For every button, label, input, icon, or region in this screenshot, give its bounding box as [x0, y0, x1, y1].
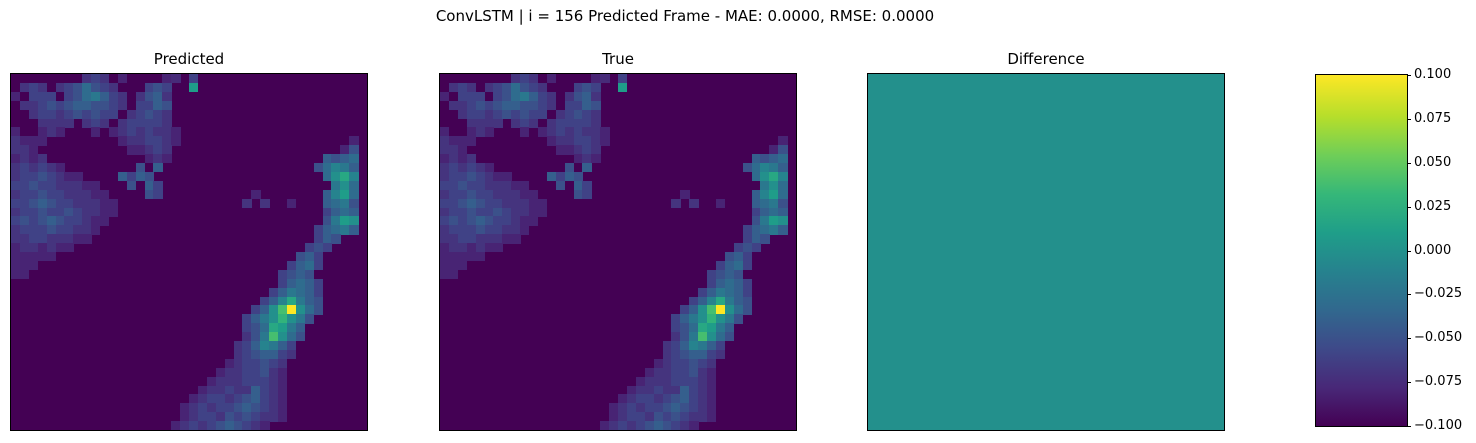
panel-title-predicted: Predicted [10, 50, 368, 68]
heatmap-cell [752, 243, 761, 252]
heatmap-cell [449, 270, 458, 279]
heatmap-cell [529, 216, 538, 225]
heatmap-cell [153, 163, 162, 172]
heatmap-cell [100, 216, 109, 225]
colorbar-tick-mark [1407, 119, 1411, 120]
colorbar-tick-label: 0.000 [1414, 244, 1451, 258]
heatmap-cell [331, 234, 340, 243]
heatmap-cell [278, 412, 287, 421]
heatmap-cell [689, 199, 698, 208]
heatmap-cell [349, 225, 358, 234]
heatmap-cell [743, 261, 752, 270]
heatmap-cell [600, 74, 609, 83]
heatmap-cell [582, 163, 591, 172]
panel-title-true: True [439, 50, 797, 68]
colorbar-tick-label: 0.075 [1414, 112, 1451, 126]
heatmap-cell [582, 190, 591, 199]
heatmap-cell [56, 127, 65, 136]
heatmap-cell [171, 136, 180, 145]
heatmap-cell [242, 199, 251, 208]
heatmap-cell [520, 225, 529, 234]
heatmap-cell [600, 136, 609, 145]
heatmap-predicted [10, 73, 368, 431]
heatmap-cell [493, 243, 502, 252]
heatmap-cell [314, 305, 323, 314]
heatmap-cell [314, 261, 323, 270]
heatmap-cell [323, 243, 332, 252]
heatmap-cell [734, 314, 743, 323]
heatmap-true [439, 73, 797, 431]
heatmap-cell [671, 199, 680, 208]
heatmap-cell [716, 199, 725, 208]
colorbar-tick-mark [1407, 338, 1411, 339]
colorbar-tick-label: −0.050 [1414, 331, 1462, 345]
heatmap-cell [547, 74, 556, 83]
colorbar-tick-label: −0.100 [1414, 419, 1462, 433]
heatmap-cell [760, 234, 769, 243]
heatmap-cell [618, 83, 627, 92]
heatmap-cell [716, 350, 725, 359]
heatmap-cell [82, 234, 91, 243]
heatmap-cell [556, 181, 565, 190]
colorbar-tick-mark [1407, 382, 1411, 383]
heatmap-cell [38, 136, 47, 145]
heatmap-cell [305, 314, 314, 323]
heatmap-cell [20, 270, 29, 279]
colorbar-tick-mark [1407, 163, 1411, 164]
colorbar-tick-mark [1407, 75, 1411, 76]
heatmap-cell [189, 83, 198, 92]
heatmap-difference [867, 73, 1225, 431]
colorbar-tick-label: 0.100 [1414, 68, 1451, 82]
heatmap-cell [91, 127, 100, 136]
heatmap-cell [64, 243, 73, 252]
heatmap-cell [296, 332, 305, 341]
heatmap-cell [153, 190, 162, 199]
colorbar [1315, 74, 1408, 427]
heatmap-cell [743, 305, 752, 314]
heatmap-cell [520, 127, 529, 136]
heatmap-cell [260, 199, 269, 208]
colorbar-tick-mark [1407, 251, 1411, 252]
colorbar-tick-mark [1407, 426, 1411, 427]
heatmap-cell [118, 74, 127, 83]
colorbar-tick-label: 0.025 [1414, 200, 1451, 214]
heatmap-cell [485, 127, 494, 136]
heatmap-cell [538, 208, 547, 217]
heatmap-cell [591, 154, 600, 163]
heatmap-cell [162, 154, 171, 163]
heatmap-cell [689, 421, 698, 430]
colorbar-tick-label: 0.050 [1414, 156, 1451, 170]
heatmap-cell [493, 119, 502, 128]
heatmap-cell [778, 225, 787, 234]
colorbar-tick-mark [1407, 294, 1411, 295]
colorbar-tick-label: −0.025 [1414, 287, 1462, 301]
figure-title: ConvLSTM | i = 156 Predicted Frame - MAE… [0, 7, 1370, 25]
heatmap-cell [458, 261, 467, 270]
heatmap-cell [287, 199, 296, 208]
heatmap-cell [287, 350, 296, 359]
colorbar-tick-label: −0.075 [1414, 375, 1462, 389]
heatmap-cell [109, 208, 118, 217]
heatmap-cell [29, 261, 38, 270]
heatmap-cell [171, 74, 180, 83]
heatmap-cell [91, 225, 100, 234]
heatmap-cell [511, 234, 520, 243]
panel-title-difference: Difference [867, 50, 1225, 68]
heatmap-cell [725, 332, 734, 341]
heatmap-cell [476, 252, 485, 261]
heatmap-cell [467, 136, 476, 145]
heatmap-cell [707, 412, 716, 421]
heatmap-cell [260, 421, 269, 430]
heatmap-cell [64, 119, 73, 128]
heatmap-cell [47, 252, 56, 261]
colorbar-tick-mark [1407, 207, 1411, 208]
heatmap-cell [127, 181, 136, 190]
